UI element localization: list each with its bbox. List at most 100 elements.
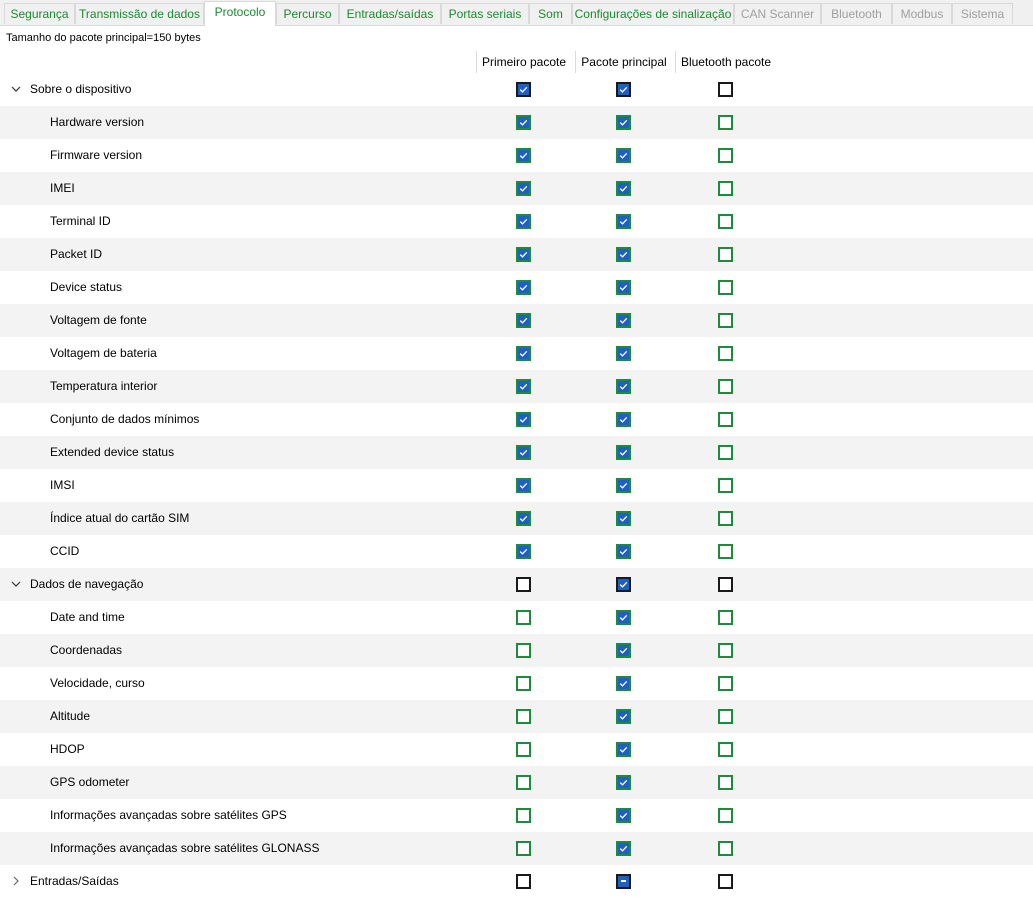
checkbox-bluetooth-pacote[interactable] bbox=[718, 709, 733, 724]
checkbox-primeiro-pacote[interactable] bbox=[516, 412, 531, 427]
checkbox-pacote-principal[interactable] bbox=[616, 379, 631, 394]
checkbox-primeiro-pacote[interactable] bbox=[516, 115, 531, 130]
tree-item-row[interactable]: Date and time bbox=[0, 601, 1033, 634]
checkbox-bluetooth-pacote[interactable] bbox=[718, 610, 733, 625]
checkbox-primeiro-pacote[interactable] bbox=[516, 643, 531, 658]
checkbox-pacote-principal[interactable] bbox=[616, 610, 631, 625]
tree-item-row[interactable]: Firmware version bbox=[0, 139, 1033, 172]
checkbox-bluetooth-pacote[interactable] bbox=[718, 379, 733, 394]
checkbox-primeiro-pacote[interactable] bbox=[516, 742, 531, 757]
checkbox-bluetooth-pacote[interactable] bbox=[718, 181, 733, 196]
tab-percurso[interactable]: Percurso bbox=[276, 3, 339, 24]
checkbox-pacote-principal[interactable] bbox=[616, 280, 631, 295]
checkbox-primeiro-pacote[interactable] bbox=[516, 247, 531, 262]
checkbox-pacote-principal[interactable] bbox=[616, 775, 631, 790]
chevron-down-icon[interactable] bbox=[9, 577, 23, 591]
checkbox-pacote-principal[interactable] bbox=[616, 808, 631, 823]
tree-item-row[interactable]: Voltagem de bateria bbox=[0, 337, 1033, 370]
tree-item-row[interactable]: HDOP bbox=[0, 733, 1033, 766]
checkbox-bluetooth-pacote[interactable] bbox=[718, 511, 733, 526]
checkbox-primeiro-pacote[interactable] bbox=[516, 445, 531, 460]
tree-item-row[interactable]: GPS odometer bbox=[0, 766, 1033, 799]
checkbox-primeiro-pacote[interactable] bbox=[516, 313, 531, 328]
checkbox-bluetooth-pacote[interactable] bbox=[718, 841, 733, 856]
tab-transmissao-de-dados[interactable]: Transmissão de dados bbox=[75, 3, 204, 24]
checkbox-pacote-principal[interactable] bbox=[616, 841, 631, 856]
checkbox-pacote-principal[interactable] bbox=[616, 544, 631, 559]
group-checkbox-primeiro-pacote[interactable] bbox=[516, 82, 531, 97]
checkbox-pacote-principal[interactable] bbox=[616, 511, 631, 526]
checkbox-bluetooth-pacote[interactable] bbox=[718, 775, 733, 790]
group-checkbox-primeiro-pacote[interactable] bbox=[516, 577, 531, 592]
checkbox-bluetooth-pacote[interactable] bbox=[718, 445, 733, 460]
group-checkbox-bluetooth-pacote[interactable] bbox=[718, 874, 733, 889]
tab-seguranca[interactable]: Segurança bbox=[4, 3, 75, 24]
tree-group-row[interactable]: Entradas/Saídas bbox=[0, 865, 1033, 898]
tree-item-row[interactable]: Device status bbox=[0, 271, 1033, 304]
checkbox-pacote-principal[interactable] bbox=[616, 181, 631, 196]
checkbox-bluetooth-pacote[interactable] bbox=[718, 280, 733, 295]
checkbox-primeiro-pacote[interactable] bbox=[516, 841, 531, 856]
checkbox-pacote-principal[interactable] bbox=[616, 247, 631, 262]
checkbox-pacote-principal[interactable] bbox=[616, 445, 631, 460]
checkbox-pacote-principal[interactable] bbox=[616, 676, 631, 691]
checkbox-bluetooth-pacote[interactable] bbox=[718, 247, 733, 262]
checkbox-bluetooth-pacote[interactable] bbox=[718, 742, 733, 757]
checkbox-pacote-principal[interactable] bbox=[616, 709, 631, 724]
checkbox-bluetooth-pacote[interactable] bbox=[718, 478, 733, 493]
checkbox-pacote-principal[interactable] bbox=[616, 742, 631, 757]
tree-item-row[interactable]: Informações avançadas sobre satélites GL… bbox=[0, 832, 1033, 865]
tree-group-row[interactable]: Dados de navegação bbox=[0, 568, 1033, 601]
group-checkbox-pacote-principal[interactable] bbox=[616, 577, 631, 592]
checkbox-bluetooth-pacote[interactable] bbox=[718, 544, 733, 559]
tree-item-row[interactable]: Conjunto de dados mínimos bbox=[0, 403, 1033, 436]
checkbox-bluetooth-pacote[interactable] bbox=[718, 214, 733, 229]
checkbox-primeiro-pacote[interactable] bbox=[516, 478, 531, 493]
tab-som[interactable]: Som bbox=[529, 3, 572, 24]
chevron-right-icon[interactable] bbox=[9, 874, 23, 888]
tree-item-row[interactable]: Coordenadas bbox=[0, 634, 1033, 667]
checkbox-bluetooth-pacote[interactable] bbox=[718, 412, 733, 427]
tree-item-row[interactable]: Terminal ID bbox=[0, 205, 1033, 238]
checkbox-primeiro-pacote[interactable] bbox=[516, 214, 531, 229]
checkbox-primeiro-pacote[interactable] bbox=[516, 775, 531, 790]
chevron-down-icon[interactable] bbox=[9, 82, 23, 96]
checkbox-primeiro-pacote[interactable] bbox=[516, 148, 531, 163]
checkbox-primeiro-pacote[interactable] bbox=[516, 511, 531, 526]
checkbox-pacote-principal[interactable] bbox=[616, 313, 631, 328]
checkbox-bluetooth-pacote[interactable] bbox=[718, 676, 733, 691]
tab-configuracoes-de-sinalizacao[interactable]: Configurações de sinalização bbox=[572, 3, 734, 24]
group-checkbox-pacote-principal[interactable] bbox=[616, 874, 631, 889]
checkbox-pacote-principal[interactable] bbox=[616, 478, 631, 493]
group-checkbox-bluetooth-pacote[interactable] bbox=[718, 577, 733, 592]
checkbox-primeiro-pacote[interactable] bbox=[516, 610, 531, 625]
tree-item-row[interactable]: Extended device status bbox=[0, 436, 1033, 469]
checkbox-pacote-principal[interactable] bbox=[616, 148, 631, 163]
tree-item-row[interactable]: CCID bbox=[0, 535, 1033, 568]
tree-item-row[interactable]: Velocidade, curso bbox=[0, 667, 1033, 700]
checkbox-bluetooth-pacote[interactable] bbox=[718, 346, 733, 361]
checkbox-bluetooth-pacote[interactable] bbox=[718, 115, 733, 130]
checkbox-primeiro-pacote[interactable] bbox=[516, 709, 531, 724]
checkbox-primeiro-pacote[interactable] bbox=[516, 379, 531, 394]
checkbox-primeiro-pacote[interactable] bbox=[516, 346, 531, 361]
checkbox-bluetooth-pacote[interactable] bbox=[718, 313, 733, 328]
tab-portas-seriais[interactable]: Portas seriais bbox=[441, 3, 529, 24]
tree-item-row[interactable]: Índice atual do cartão SIM bbox=[0, 502, 1033, 535]
checkbox-pacote-principal[interactable] bbox=[616, 346, 631, 361]
tab-entradas-saidas[interactable]: Entradas/saídas bbox=[339, 3, 441, 24]
group-checkbox-pacote-principal[interactable] bbox=[616, 82, 631, 97]
tree-item-row[interactable]: IMEI bbox=[0, 172, 1033, 205]
tree-item-row[interactable]: Packet ID bbox=[0, 238, 1033, 271]
checkbox-pacote-principal[interactable] bbox=[616, 115, 631, 130]
tree-item-row[interactable]: Voltagem de fonte bbox=[0, 304, 1033, 337]
checkbox-pacote-principal[interactable] bbox=[616, 643, 631, 658]
tree-item-row[interactable]: Altitude bbox=[0, 700, 1033, 733]
tree-item-row[interactable]: IMSI bbox=[0, 469, 1033, 502]
checkbox-pacote-principal[interactable] bbox=[616, 412, 631, 427]
checkbox-bluetooth-pacote[interactable] bbox=[718, 148, 733, 163]
checkbox-primeiro-pacote[interactable] bbox=[516, 280, 531, 295]
tree-group-row[interactable]: Sobre o dispositivo bbox=[0, 73, 1033, 106]
checkbox-primeiro-pacote[interactable] bbox=[516, 544, 531, 559]
checkbox-bluetooth-pacote[interactable] bbox=[718, 643, 733, 658]
